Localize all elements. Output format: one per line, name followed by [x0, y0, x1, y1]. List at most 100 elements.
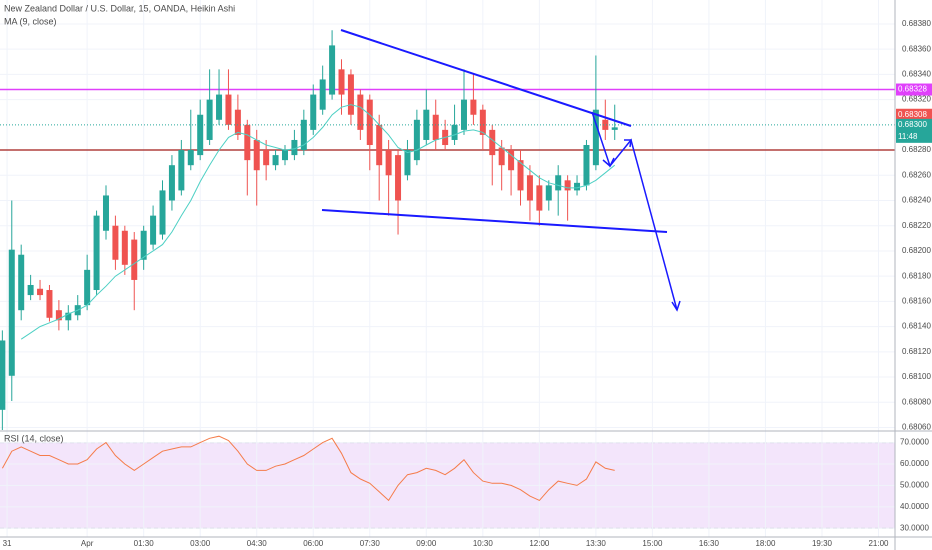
candle-body — [187, 150, 194, 166]
x-tick-label: 03:00 — [190, 539, 211, 548]
candle-body — [234, 109, 241, 135]
y-tick-label: 0.68240 — [902, 196, 931, 205]
candle-body — [225, 94, 232, 125]
candle-body — [338, 69, 345, 95]
y-tick-label: 0.68120 — [902, 347, 931, 356]
y-tick-label: 0.68200 — [902, 246, 931, 255]
x-tick-label: 04:30 — [247, 539, 268, 548]
candle-body — [93, 215, 100, 291]
x-tick-label: 31 — [3, 539, 12, 548]
x-tick-label: 15:00 — [642, 539, 663, 548]
candle-body — [366, 99, 373, 146]
ma-legend: MA (9, close) — [4, 16, 57, 26]
candle-body — [121, 230, 128, 265]
candle-body — [592, 109, 599, 166]
candle-body — [611, 127, 618, 130]
candle-body — [263, 150, 270, 166]
trend-line — [321, 209, 668, 233]
y-tick-label: 0.68320 — [902, 95, 931, 104]
candle-body — [102, 195, 109, 231]
y-tick-label: 0.68360 — [902, 44, 931, 53]
candle-body — [583, 145, 590, 186]
candle-body — [55, 310, 62, 321]
x-tick-label: 16:30 — [699, 539, 720, 548]
x-tick-label: 19:30 — [812, 539, 833, 548]
arrow-path — [591, 111, 678, 311]
candle-body — [385, 150, 392, 176]
rsi-tick-label: 50.0000 — [900, 481, 929, 490]
candle-body — [489, 129, 496, 156]
candle-body — [404, 150, 411, 176]
candle-body — [0, 340, 6, 410]
drawings — [321, 29, 681, 312]
candle-body — [526, 175, 533, 201]
y-tick-label: 0.68100 — [902, 372, 931, 381]
candle-body — [140, 230, 147, 260]
candle-body — [168, 165, 175, 201]
rsi-legend: RSI (14, close) — [4, 433, 64, 443]
candle-body — [244, 124, 251, 161]
candle-body — [253, 139, 260, 171]
countdown-label: 11:48 — [898, 132, 918, 141]
candle-body — [8, 249, 15, 376]
arrowhead — [624, 139, 632, 148]
candle-body — [536, 185, 543, 211]
chart-title: New Zealand Dollar / U.S. Dollar, 15, OA… — [4, 3, 235, 13]
candle-body — [310, 94, 317, 130]
candle-body — [574, 182, 581, 191]
price-label: 0.68328 — [898, 85, 927, 94]
candle-body — [470, 99, 477, 115]
candle-body — [460, 99, 467, 130]
candle-body — [65, 312, 72, 321]
candle-body — [84, 269, 91, 306]
candle-body — [602, 119, 609, 130]
candle-body — [432, 114, 439, 140]
x-tick-label: 10:30 — [473, 539, 494, 548]
candle-body — [131, 239, 138, 280]
candle-body — [564, 180, 571, 191]
candle-body — [451, 124, 458, 140]
candle-body — [37, 288, 44, 296]
x-tick-label: 13:30 — [586, 539, 607, 548]
candle-body — [498, 147, 505, 166]
candle-body — [517, 160, 524, 191]
rsi-line — [1, 435, 615, 502]
candle-body — [319, 79, 326, 110]
candle-body — [300, 119, 307, 151]
price-label-box — [896, 83, 932, 96]
price-label: 0.68308 — [898, 110, 927, 119]
candle-body — [329, 45, 336, 95]
candle-body — [555, 175, 562, 191]
candle-body — [46, 290, 53, 318]
candle-body — [347, 74, 354, 115]
candle-body — [395, 155, 402, 201]
candle-body — [357, 94, 364, 130]
candle-body — [216, 94, 223, 120]
rsi-tick-label: 60.0000 — [900, 459, 929, 468]
candle-body — [178, 150, 185, 191]
candle-body — [27, 284, 34, 296]
candle-body — [545, 185, 552, 201]
candle-body — [18, 254, 25, 311]
candle-body — [376, 124, 383, 166]
x-tick-label: Apr — [81, 539, 94, 548]
candle-body — [508, 150, 515, 171]
price-label: 0.68300 — [898, 120, 927, 129]
y-tick-label: 0.68080 — [902, 397, 931, 406]
y-tick-label: 0.68160 — [902, 296, 931, 305]
rsi-tick-label: 70.0000 — [900, 438, 929, 447]
x-tick-label: 12:00 — [529, 539, 550, 548]
candle-body — [150, 215, 157, 245]
candle-body — [272, 155, 279, 166]
y-tick-label: 0.68280 — [902, 145, 931, 154]
x-tick-label: 21:00 — [868, 539, 889, 548]
x-tick-label: 06:00 — [303, 539, 324, 548]
arrowhead — [671, 300, 681, 312]
candle-body — [112, 225, 119, 260]
candle-body — [479, 109, 486, 135]
trend-line — [340, 29, 632, 127]
candle-body — [281, 150, 288, 161]
candle-body — [206, 99, 213, 140]
y-tick-label: 0.68380 — [902, 19, 931, 28]
